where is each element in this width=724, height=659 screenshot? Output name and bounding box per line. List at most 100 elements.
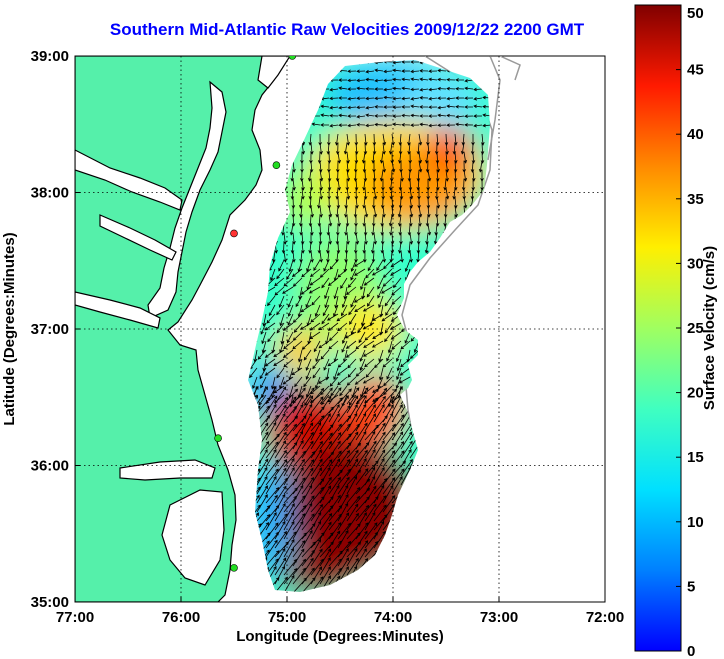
velocity-arrow: [283, 388, 299, 405]
velocity-arrow: [287, 304, 294, 317]
velocity-arrow: [341, 304, 348, 317]
velocity-arrow: [274, 530, 287, 549]
velocity-arrow: [294, 376, 303, 388]
velocity-arrow: [314, 304, 321, 317]
velocity-arrow: [306, 259, 312, 273]
velocity-arrow: [274, 412, 286, 432]
velocity-arrow: [337, 414, 352, 432]
velocity-arrow: [333, 286, 339, 300]
velocity-arrow: [265, 414, 279, 432]
velocity-arrow: [324, 286, 330, 300]
velocity-arrow: [310, 440, 323, 459]
velocity-arrow: [428, 105, 438, 109]
station-marker: [288, 56, 297, 60]
velocity-arrow: [404, 331, 411, 344]
station-marker: [214, 434, 222, 443]
velocity-arrow: [320, 385, 330, 396]
velocity-arrow: [346, 187, 351, 200]
velocity-arrow: [363, 169, 368, 182]
velocity-arrow: [310, 477, 325, 495]
velocity-arrow: [464, 79, 474, 83]
velocity-arrow: [292, 495, 306, 513]
velocity-arrow: [455, 86, 465, 91]
velocity-arrow: [319, 496, 334, 513]
map-title: Southern Mid-Atlantic Raw Velocities 200…: [109, 20, 585, 39]
velocity-arrow: [301, 477, 315, 495]
velocity-arrow: [337, 358, 348, 368]
velocity-arrow: [367, 259, 375, 272]
pamlico-sound: [161, 489, 225, 586]
y-tick-label: 39:00: [31, 48, 69, 65]
velocity-arrow: [393, 304, 402, 316]
velocity-arrow: [310, 415, 325, 432]
velocity-arrow: [328, 469, 343, 486]
velocity-arrow: [337, 476, 350, 495]
velocity-arrow: [391, 476, 403, 495]
velocity-arrow: [350, 295, 357, 308]
velocity-arrow: [319, 566, 331, 585]
velocity-arrow: [301, 523, 316, 540]
velocity-arrow: [328, 550, 343, 567]
velocity-arrow: [373, 495, 387, 513]
velocity-arrow: [409, 205, 414, 218]
velocity-arrow: [390, 331, 402, 340]
velocity-arrow: [337, 512, 350, 531]
velocity-arrow: [410, 77, 420, 81]
velocity-arrow: [347, 358, 357, 369]
velocity-arrow: [355, 403, 367, 423]
velocity-arrow: [333, 367, 339, 381]
velocity-arrow: [473, 114, 483, 118]
velocity-arrow: [346, 486, 361, 504]
velocity-arrow: [337, 484, 349, 504]
velocity-arrow: [346, 475, 357, 495]
velocity-arrow: [337, 540, 352, 558]
velocity-arrow: [274, 277, 285, 287]
velocity-arrow: [391, 340, 402, 350]
velocity-arrow: [329, 113, 339, 118]
velocity-arrow: [292, 558, 307, 576]
velocity-arrow: [265, 448, 277, 468]
x-tick-label: 77:00: [56, 609, 94, 626]
velocity-arrow: [337, 405, 351, 423]
velocity-arrow: [310, 558, 324, 576]
radar-stations: [214, 56, 297, 572]
velocity-arrow: [346, 523, 361, 540]
velocity-arrow: [256, 475, 268, 495]
velocity-arrow: [309, 322, 321, 331]
velocity-arrow: [319, 451, 335, 468]
velocity-arrow: [304, 394, 312, 406]
velocity-arrow: [318, 340, 330, 349]
velocity-arrow: [292, 395, 304, 414]
velocity-arrow: [274, 547, 286, 567]
velocity-arrow: [292, 504, 307, 522]
velocity-arrow: [360, 313, 366, 327]
velocity-arrow: [301, 541, 316, 558]
velocity-arrow: [383, 69, 393, 74]
velocity-arrow: [348, 304, 357, 316]
velocity-arrow: [473, 104, 483, 109]
velocity-arrow: [301, 431, 314, 450]
velocity-arrow: [265, 512, 277, 531]
velocity-arrow: [292, 415, 307, 432]
velocity-arrow: [401, 69, 411, 73]
velocity-arrow: [283, 574, 295, 592]
velocity-arrow: [283, 568, 298, 585]
velocity-arrow: [374, 105, 384, 109]
velocity-arrow: [279, 376, 285, 390]
velocity-arrow: [382, 412, 393, 432]
velocity-arrow: [349, 313, 357, 325]
velocity-arrow: [473, 97, 483, 101]
velocity-arrow: [455, 114, 465, 119]
velocity-arrow: [446, 104, 456, 109]
velocity-arrow: [364, 522, 378, 540]
velocity-arrow: [372, 313, 384, 321]
velocity-arrow: [301, 549, 315, 567]
velocity-arrow: [283, 433, 298, 450]
velocity-arrow: [347, 105, 357, 110]
velocity-arrow: [327, 277, 339, 286]
velocity-arrow: [328, 558, 342, 576]
velocity-arrow: [318, 376, 330, 384]
velocity-arrow: [301, 484, 313, 504]
velocity-arrow: [337, 433, 352, 450]
velocity-arrow: [344, 331, 357, 339]
